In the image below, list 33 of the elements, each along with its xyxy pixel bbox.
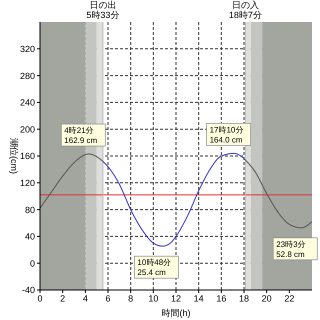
line-series <box>102 152 246 247</box>
x-tick-label: 14 <box>194 293 204 304</box>
y-tick-label: 160 <box>20 151 35 162</box>
x-tick-label: 4 <box>82 293 88 304</box>
y-tick-label: 240 <box>20 98 35 108</box>
annotation: 23時3分 52.8 cm <box>276 240 306 259</box>
y-tick-label: 120 <box>20 178 35 188</box>
y-tick-label: 0 <box>30 258 35 268</box>
y-tick-label: 80 <box>24 204 35 215</box>
line-series <box>40 154 104 209</box>
x-tick-label: 6 <box>105 293 111 304</box>
ref-line-label: 日の出 5時33分 <box>86 0 120 20</box>
x-tick-label: 10 <box>148 293 158 304</box>
x-tick-label: 18 <box>238 293 250 304</box>
y-axis-title: 潮位(cm) <box>8 138 19 174</box>
line-series <box>244 160 312 228</box>
x-tick-label: 16 <box>216 293 226 304</box>
annotation: 4時21分 162.9 cm <box>64 126 98 146</box>
y-tick-label: -40 <box>22 285 35 296</box>
x-tick-label: 8 <box>128 293 134 304</box>
ref-line-label: 日の入 18時7分 <box>228 0 262 20</box>
y-tick-label: 40 <box>24 232 35 242</box>
x-tick-label: 0 <box>37 293 43 304</box>
x-tick-label: 12 <box>170 293 182 304</box>
annotation: 17時10分 164.0 cm <box>210 125 244 144</box>
x-tick-label: 20 <box>262 293 272 304</box>
x-tick-label: 2 <box>60 293 66 304</box>
x-tick-label: 22 <box>284 293 294 304</box>
annotation: 10時48分 25.4 cm <box>137 258 172 278</box>
x-axis-title: 時間(h) <box>162 308 190 318</box>
y-tick-label: 280 <box>20 70 35 81</box>
y-tick-label: 320 <box>20 44 35 54</box>
y-tick-label: 200 <box>20 124 35 134</box>
